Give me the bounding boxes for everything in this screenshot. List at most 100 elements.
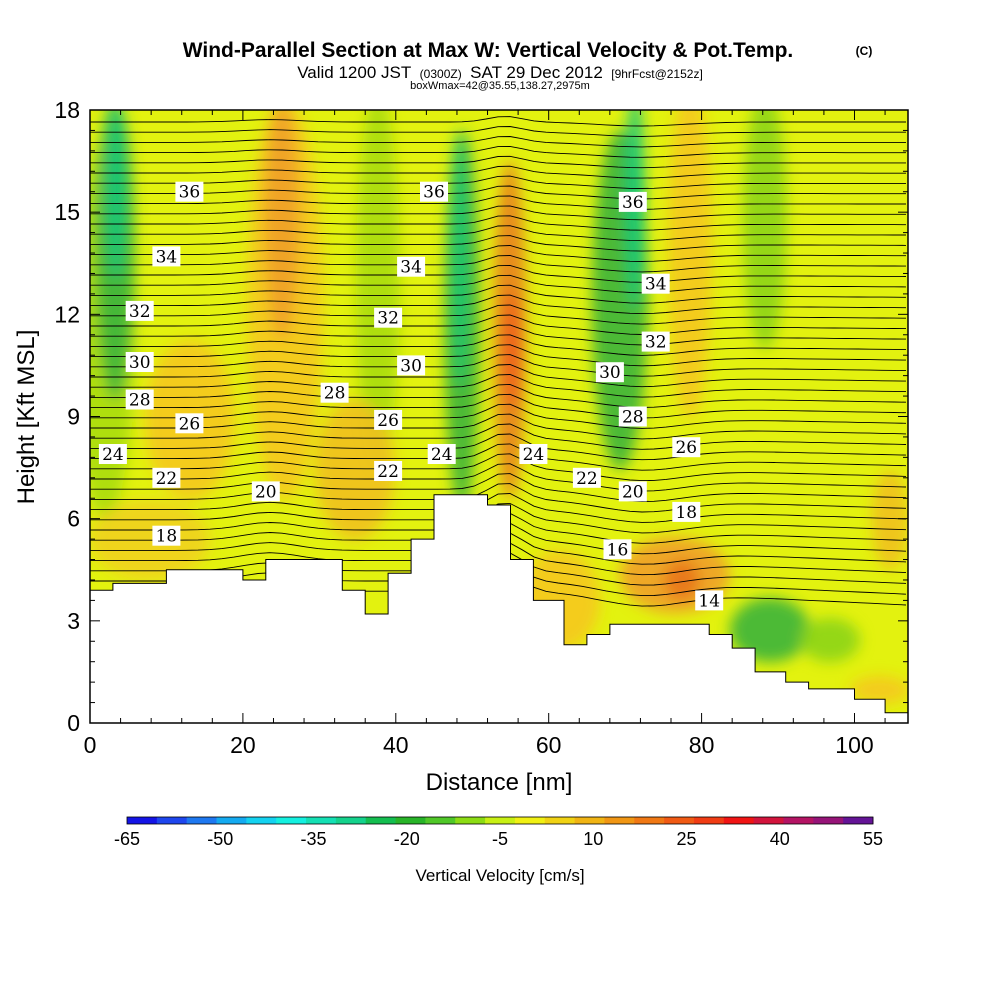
contour-label-box [672,437,701,458]
isentrope-line [90,433,907,461]
contour-label-text: 26 [675,438,697,458]
colorbar-swatch [335,817,367,824]
contour-label-text: 24 [523,445,545,465]
isentrope-line [90,225,906,242]
colorbar-swatch [485,817,516,824]
isentrope-line [90,383,907,408]
colorbar-swatch [664,817,695,824]
contour-label: 18 [672,501,701,523]
contour-label-text: 20 [622,482,644,502]
contour-label: 32 [125,300,154,322]
contour-label-box [397,355,426,376]
contour-label: 34 [152,246,181,267]
x-axis-label: Distance [nm] [426,769,573,796]
contour-label: 28 [125,389,154,411]
contour-label-text: 22 [576,469,598,489]
subtitle-utc: (0300Z) [420,67,462,81]
contour-label-text: 14 [698,591,720,611]
isentrope-line [90,453,907,482]
x-tick-label: 60 [536,732,562,758]
x-tick-label: 0 [84,732,97,758]
colorbar-swatch [156,817,188,824]
contour-label: 36 [618,191,647,213]
contour-label-box [251,481,280,502]
contour-label: 24 [427,444,456,465]
contour-label-text: 30 [129,353,151,373]
chart-subtitle: Valid 1200 JST (0300Z) SAT 29 Dec 2012 [… [297,63,703,82]
isentrope-line [90,264,907,283]
isentrope-line [90,145,906,158]
y-tick-label: 9 [67,404,80,430]
colorbar-tick-label: -20 [394,829,420,849]
contour-label-box [641,331,670,352]
contour-label-box [618,481,647,502]
contour-label-text: 28 [324,384,346,404]
contour-label-box [175,413,204,434]
contour-label-box [519,444,548,464]
contour-label-text: 28 [622,408,644,428]
isentrope-line [90,443,907,471]
contour-label: 26 [175,413,204,434]
contour-label: 30 [125,352,154,373]
colorbar-swatch [276,817,307,824]
colorbar: -65 -50 -35 -20 -5 10 25 40 55 [114,816,883,849]
isentrope-line [90,354,907,377]
contour-label-text: 34 [400,258,422,278]
contour-label-text: 36 [179,183,201,203]
contour-label-text: 24 [431,445,453,465]
plot-area: 36 36 36 34 34 34 32 32 32 30 30 30 28 28 28 26 26 26 24 24… [90,110,908,723]
colorbar-tick-label: -5 [492,829,508,849]
contour-label-text: 22 [156,469,178,489]
colorbar-label: Vertical Velocity [cm/s] [415,866,584,885]
colorbar-swatch [693,817,725,824]
colorbar-swatch [216,817,247,824]
contour-label-box [641,273,670,294]
contour-label-text: 16 [607,540,629,560]
velocity-blob [800,618,860,662]
contour-label: 30 [595,362,624,383]
isentrope-line [90,165,906,179]
x-tick-label: 40 [383,732,409,758]
contour-label-text: 26 [377,411,399,431]
x-tick-label: 80 [689,732,715,758]
isentrope-line [90,364,907,388]
contour-label: 32 [374,307,403,329]
contour-label-text: 26 [179,414,201,434]
contour-labels: 36 36 36 34 34 34 32 32 32 30 30 30 28 28 28 26 26 26 24 24… [98,181,724,611]
colorbar-swatch [723,817,755,824]
contour-label: 26 [374,409,403,431]
contour-label-box [125,389,154,410]
contour-label: 32 [641,331,670,353]
colorbar-swatch [246,817,277,824]
isentrope-line [90,502,907,534]
colorbar-swatch [186,817,217,824]
isentrope-line [90,195,906,210]
colorbar-tick-label: -65 [114,829,140,849]
velocity-blob [850,676,908,704]
contour-label-text: 32 [645,333,667,353]
y-tick-label: 3 [67,608,80,634]
contour-label-text: 22 [377,462,399,482]
isentrope-line [90,403,907,429]
y-axis-label: Height [Kft MSL] [13,330,40,505]
contour-label-text: 30 [400,356,422,376]
contour-label: 20 [251,481,280,502]
isentrope-line [90,155,906,169]
colorbar-swatch [127,817,158,824]
isentrope-line [90,274,907,294]
velocity-blob [452,130,468,390]
isentrope-line [90,413,907,440]
isentrope-line [90,126,906,137]
contour-label-box [427,444,456,464]
contour-label-text: 20 [255,482,277,502]
isentrope-line [90,334,907,356]
colorbar-swatch [425,817,456,824]
colorbar-tick-label: -50 [207,829,233,849]
contour-label: 18 [152,525,181,547]
contour-label: 28 [320,382,349,404]
y-tick-label: 6 [67,506,80,532]
contour-label-text: 36 [423,183,445,203]
contour-label-box [672,501,701,522]
contour-label: 34 [397,256,426,278]
colorbar-swatch [843,817,874,824]
